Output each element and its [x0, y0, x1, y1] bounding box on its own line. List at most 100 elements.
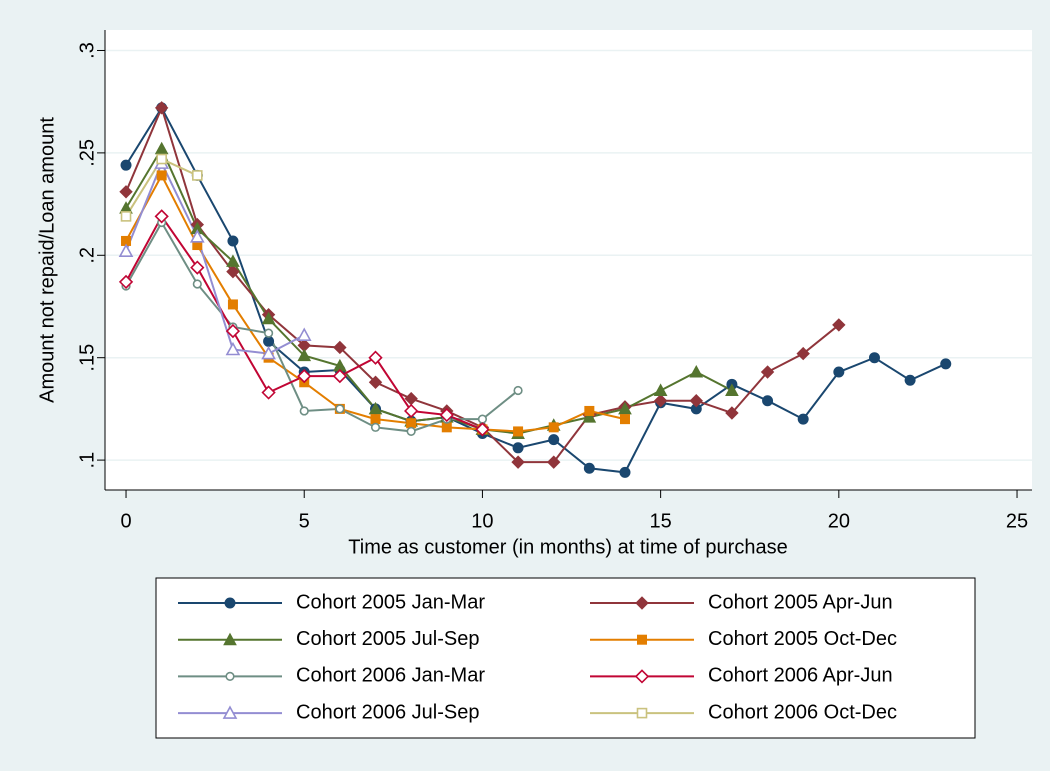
marker — [226, 264, 240, 279]
marker — [584, 405, 595, 416]
legend-label: Cohort 2006 Jan-Mar — [296, 665, 485, 687]
marker — [439, 407, 454, 423]
marker — [619, 466, 631, 478]
y-tick-label: .15 — [76, 344, 98, 372]
marker — [297, 348, 312, 362]
legend-label: Cohort 2005 Oct-Dec — [708, 628, 897, 650]
marker — [192, 170, 203, 181]
marker — [619, 414, 630, 425]
marker — [332, 368, 347, 384]
marker — [511, 455, 525, 469]
series-line — [125, 160, 305, 355]
legend-label: Cohort 2005 Apr-Jun — [708, 591, 893, 613]
marker — [548, 422, 559, 433]
marker — [762, 395, 774, 407]
y-tick-label: .2 — [76, 247, 98, 264]
marker — [406, 418, 417, 429]
marker — [475, 422, 490, 437]
marker — [513, 385, 523, 396]
marker — [190, 260, 205, 275]
marker — [583, 462, 595, 474]
marker — [725, 383, 739, 396]
marker — [261, 311, 276, 325]
marker — [154, 209, 169, 224]
legend-marker — [222, 705, 238, 719]
y-tick-label: .25 — [76, 139, 98, 167]
marker — [299, 406, 309, 416]
x-tick-label: 25 — [1006, 510, 1028, 532]
marker — [797, 413, 809, 425]
marker — [226, 254, 240, 267]
legend-marker — [223, 632, 237, 646]
marker — [477, 414, 488, 424]
marker — [118, 274, 134, 290]
legend-marker — [636, 707, 648, 719]
y-axis-title: Amount not repaid/Loan amount — [36, 117, 58, 403]
marker — [368, 375, 383, 389]
marker — [119, 185, 133, 199]
marker — [689, 393, 703, 408]
x-axis-title: Time as customer (in months) at time of … — [348, 536, 787, 558]
marker — [547, 455, 561, 469]
marker — [582, 410, 597, 423]
legend-marker — [224, 597, 236, 609]
x-tick-label: 10 — [471, 510, 493, 532]
y-tick-label: .3 — [76, 42, 98, 59]
marker — [512, 442, 524, 454]
legend-label: Cohort 2005 Jan-Mar — [296, 591, 485, 613]
marker — [154, 101, 169, 115]
x-tick-label: 5 — [299, 510, 310, 532]
marker — [297, 368, 312, 384]
marker — [261, 345, 276, 360]
legend-label: Cohort 2005 Jul-Sep — [296, 628, 479, 650]
marker — [760, 365, 775, 379]
legend-box — [155, 577, 976, 739]
marker — [833, 366, 845, 378]
marker — [156, 153, 167, 165]
x-tick-label: 20 — [828, 510, 850, 532]
marker — [192, 279, 202, 289]
series-line — [125, 105, 947, 474]
marker — [653, 393, 668, 408]
legend-label: Cohort 2006 Apr-Jun — [708, 665, 893, 687]
marker — [118, 243, 134, 257]
marker — [225, 323, 241, 339]
marker — [689, 364, 704, 378]
marker — [227, 299, 238, 310]
marker — [513, 426, 524, 437]
legend-marker — [637, 634, 647, 645]
marker — [832, 318, 846, 332]
marker — [263, 328, 274, 338]
marker — [368, 350, 383, 365]
marker — [120, 211, 132, 222]
legend-marker — [634, 669, 650, 684]
series-line — [125, 220, 519, 433]
marker — [796, 346, 810, 361]
marker — [370, 422, 381, 432]
marker — [618, 401, 632, 415]
marker — [404, 403, 419, 419]
marker — [120, 159, 132, 171]
legend-marker — [225, 671, 235, 682]
marker — [333, 340, 347, 355]
marker — [441, 422, 452, 433]
legend-label: Cohort 2006 Oct-Dec — [708, 701, 897, 723]
x-tick-label: 15 — [650, 510, 672, 532]
y-tick-label: .1 — [76, 452, 98, 469]
marker — [227, 235, 239, 247]
plot-area — [105, 30, 1032, 490]
marker — [296, 327, 312, 341]
marker — [725, 406, 739, 420]
marker — [263, 335, 275, 347]
legend-marker — [635, 596, 649, 610]
marker — [370, 414, 381, 425]
marker — [653, 383, 668, 396]
marker — [406, 426, 416, 437]
marker — [156, 170, 167, 181]
marker — [868, 352, 880, 364]
marker — [904, 374, 916, 386]
marker — [940, 358, 952, 370]
series-line — [125, 146, 733, 435]
